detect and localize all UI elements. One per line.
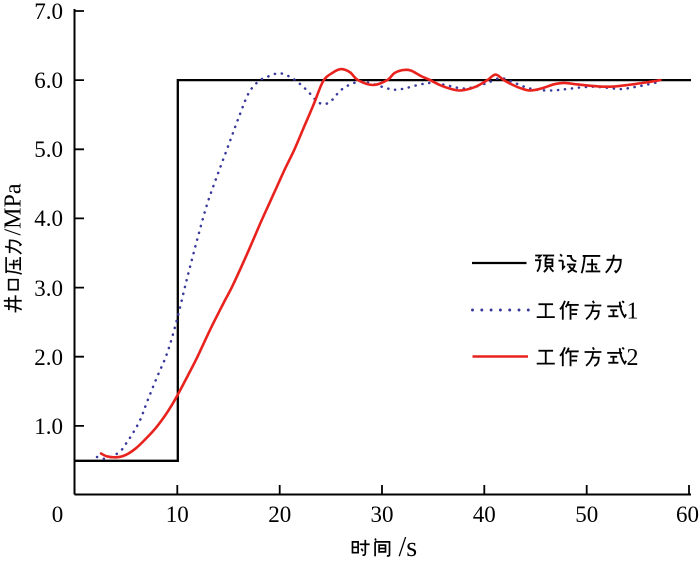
svg-text:30: 30 [371,502,394,527]
svg-text:2: 2 [627,345,639,371]
svg-text:6.0: 6.0 [34,68,63,93]
svg-text:/s: /s [399,532,418,563]
svg-text:40: 40 [473,502,496,527]
svg-text:0: 0 [52,502,64,527]
svg-text:/MPa: /MPa [1,183,27,235]
svg-text:50: 50 [575,502,598,527]
svg-text:1.0: 1.0 [34,414,63,439]
svg-text:10: 10 [166,502,189,527]
svg-text:20: 20 [268,502,291,527]
svg-text:5.0: 5.0 [34,137,63,162]
svg-text:7.0: 7.0 [34,0,63,24]
svg-text:60: 60 [676,502,699,527]
svg-text:2.0: 2.0 [34,345,63,370]
svg-text:1: 1 [627,299,639,325]
svg-text:4.0: 4.0 [34,206,63,231]
svg-text:3.0: 3.0 [34,276,63,301]
